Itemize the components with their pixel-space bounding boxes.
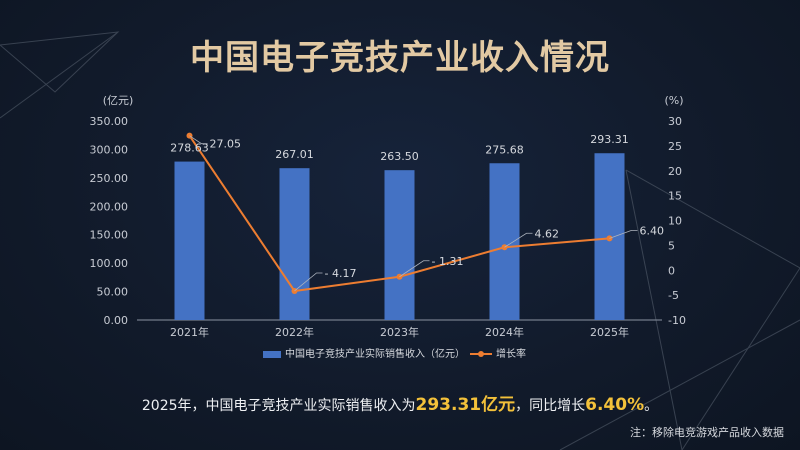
line-value-label: 27.05 xyxy=(210,138,242,151)
y-right-tick-label: 10 xyxy=(668,215,682,228)
bar xyxy=(489,163,520,320)
summary-prefix: 2025年，中国电子竞技产业实际销售收入为 xyxy=(141,398,416,414)
bar-value-label: 263.50 xyxy=(380,150,419,163)
bar-series xyxy=(174,153,625,320)
x-tick-label: 2025年 xyxy=(590,325,629,339)
page-title: 中国电子竞技产业收入情况 xyxy=(190,38,610,78)
legend-line-swatch xyxy=(470,350,492,358)
chart-axes: (亿元) (%) 0.00 50.00 100.00 150.00 200.00 250.00… xyxy=(90,94,686,339)
bar-value-label: 278.63 xyxy=(170,142,209,155)
y-right-tick-label: 20 xyxy=(668,165,682,178)
summary-revenue: 293.31亿元 xyxy=(415,395,516,415)
y-left-tick-label: 250.00 xyxy=(90,172,129,185)
line-label-leader xyxy=(189,135,208,145)
y-right-tick-label: 30 xyxy=(668,115,682,128)
x-tick-label: 2023年 xyxy=(380,325,419,339)
y-left-tick-label: 50.00 xyxy=(97,286,129,299)
y-right-tick-label: 25 xyxy=(668,140,682,153)
y-right-tick-label: 0 xyxy=(668,264,675,277)
summary-middle: ，同比增长 xyxy=(515,398,586,414)
line-value-label: 4.62 xyxy=(535,227,560,240)
legend-item-growth: 增长率 xyxy=(470,345,526,360)
bar xyxy=(384,170,415,320)
summary-text: 2025年，中国电子竞技产业实际销售收入为293.31亿元，同比增长6.40%。 xyxy=(0,390,800,415)
y-left-tick-label: 100.00 xyxy=(90,257,129,270)
line-value-label: 6.40 xyxy=(640,224,665,237)
y-right-tick-label: -5 xyxy=(668,289,679,302)
bar xyxy=(174,161,205,320)
x-tick-label: 2021年 xyxy=(170,325,209,339)
y-left-tick-label: 350.00 xyxy=(90,115,129,128)
summary-suffix: 。 xyxy=(644,398,659,414)
y-left-tick-label: 300.00 xyxy=(90,143,129,156)
x-tick-label: 2024年 xyxy=(485,325,524,339)
data-labels: 278.63 267.01 263.50 275.68 293.31 27.05 - 4.1… xyxy=(170,133,665,292)
line-label-leader xyxy=(504,232,533,248)
y-right-tick-label: 15 xyxy=(668,190,682,203)
line-label-leader xyxy=(294,272,323,292)
line-label-leader xyxy=(399,260,430,278)
legend: 中国电子竞技产业实际销售收入（亿元） 增长率 xyxy=(0,345,800,361)
bar-value-label: 267.01 xyxy=(275,148,314,161)
y-left-tick-label: 200.00 xyxy=(90,200,129,213)
legend-label-growth: 增长率 xyxy=(496,349,526,360)
y-right-tick-label: -10 xyxy=(668,314,686,327)
footnote: 注：移除电竞游戏产品收入数据 xyxy=(630,426,784,439)
y-left-tick-label: 0.00 xyxy=(104,314,129,327)
line-value-label: - 1.31 xyxy=(432,255,464,268)
x-tick-label: 2022年 xyxy=(275,325,314,339)
legend-item-revenue: 中国电子竞技产业实际销售收入（亿元） xyxy=(263,345,465,360)
left-axis-unit: (亿元) xyxy=(103,94,134,107)
legend-bar-swatch xyxy=(263,350,281,358)
y-left-tick-label: 150.00 xyxy=(90,229,129,242)
bar-value-label: 275.68 xyxy=(485,143,524,156)
bar xyxy=(279,168,310,320)
line-label-leader xyxy=(609,230,638,239)
right-axis-unit: (%) xyxy=(664,94,683,107)
y-right-tick-label: 5 xyxy=(668,239,675,252)
summary-growth: 6.40% xyxy=(585,395,645,415)
legend-label-revenue: 中国电子竞技产业实际销售收入（亿元） xyxy=(285,349,465,360)
line-value-label: - 4.17 xyxy=(325,267,357,280)
bar-value-label: 293.31 xyxy=(590,133,629,146)
